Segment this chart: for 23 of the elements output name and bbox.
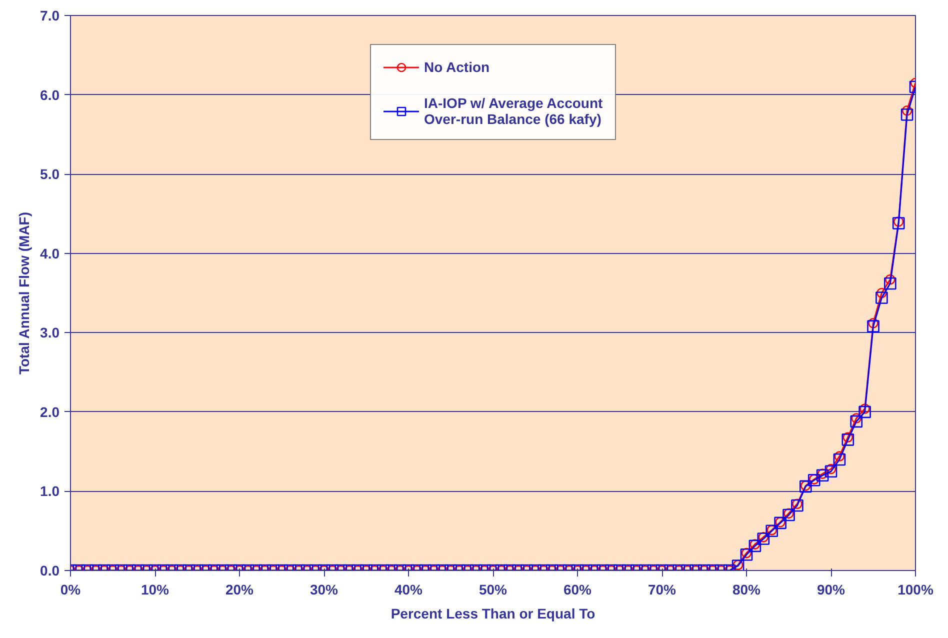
legend-label: IA-IOP w/ Average Account Over-run Balance (66 kafy) bbox=[424, 95, 603, 127]
x-tick-label: 60% bbox=[563, 582, 592, 598]
x-tick-label: 0% bbox=[60, 582, 82, 598]
y-tick-label: 6.0 bbox=[40, 86, 60, 103]
x-tick-label: 80% bbox=[732, 582, 762, 598]
x-tick-label: 90% bbox=[816, 582, 846, 598]
x-tick-label: 40% bbox=[394, 582, 424, 598]
x-tick-label: 100% bbox=[898, 582, 934, 598]
y-axis-title: Total Annual Flow (MAF) bbox=[16, 212, 32, 375]
y-tick-label: 0.0 bbox=[40, 562, 60, 578]
x-tick-label: 50% bbox=[478, 582, 508, 598]
y-tick-label: 3.0 bbox=[40, 324, 60, 341]
y-tick-label: 5.0 bbox=[40, 166, 60, 182]
y-tick-label: 7.0 bbox=[40, 8, 60, 24]
x-tick-label: 70% bbox=[648, 582, 677, 598]
x-tick-label: 10% bbox=[140, 582, 170, 598]
legend-label: No Action bbox=[424, 59, 490, 75]
x-axis-title: Percent Less Than or Equal To bbox=[390, 606, 596, 622]
y-tick-label: 2.0 bbox=[40, 404, 60, 420]
x-tick-label: 30% bbox=[310, 582, 339, 598]
y-tick-label: 4.0 bbox=[40, 245, 60, 262]
y-tick-label: 1.0 bbox=[40, 483, 60, 500]
x-tick-label: 20% bbox=[225, 582, 254, 598]
